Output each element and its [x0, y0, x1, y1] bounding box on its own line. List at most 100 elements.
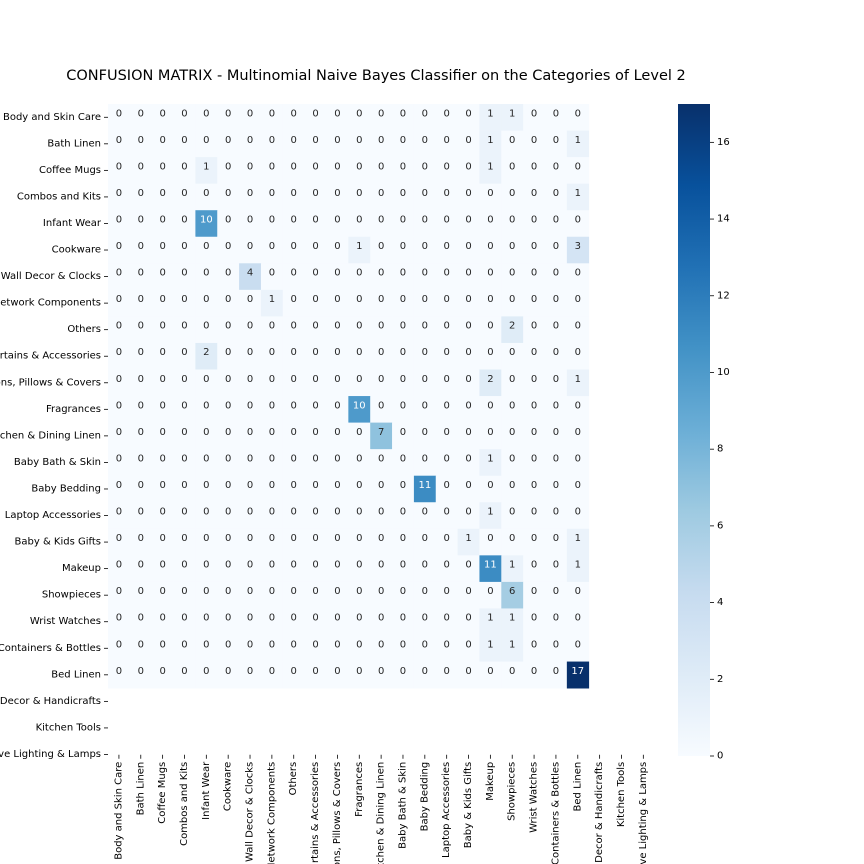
cell-value-label: 0: [553, 427, 559, 438]
heatmap-cell: [195, 183, 218, 211]
heatmap-cell: [348, 555, 371, 583]
heatmap-cell: [108, 635, 131, 662]
heatmap-cell: [457, 449, 480, 477]
heatmap-cell: [501, 661, 524, 689]
cell-value-label: 0: [378, 268, 384, 279]
heatmap-cell: [435, 449, 458, 477]
heatmap-cell: [348, 608, 371, 636]
heatmap-cell: [282, 369, 306, 397]
cell-value-label: 0: [356, 427, 362, 438]
heatmap-cell: [479, 342, 502, 370]
cell-value-label: 0: [422, 427, 428, 438]
cell-value-label: 0: [531, 666, 537, 677]
cell-value-label: 0: [422, 400, 428, 411]
heatmap-cell: [282, 502, 306, 530]
heatmap-cell: [304, 581, 327, 609]
cell-value-label: 0: [312, 507, 318, 518]
cell-value-label: 0: [247, 480, 253, 491]
heatmap-cell: [239, 528, 262, 556]
cell-value-label: 0: [225, 427, 231, 438]
heatmap-cell: [108, 104, 131, 131]
heatmap-cell: [304, 130, 327, 158]
cell-value-label: 0: [422, 135, 428, 146]
cell-value-label: 0: [116, 108, 122, 119]
heatmap-cell: [326, 608, 349, 636]
heatmap-cell: [239, 236, 262, 264]
cell-value-label: 0: [291, 560, 297, 571]
cell-value-label: 0: [138, 161, 144, 172]
heatmap-cell: [173, 369, 196, 397]
heatmap-cell: [304, 342, 327, 370]
heatmap-cell: [370, 263, 393, 291]
heatmap-cell: [501, 130, 524, 158]
cell-value-label: 0: [531, 161, 537, 172]
heatmap-cell: [348, 236, 371, 264]
cell-value-label: 0: [225, 241, 231, 252]
heatmap-cell: [326, 555, 349, 583]
cell-value-label: 0: [575, 108, 581, 119]
cell-value-label: 0: [159, 613, 165, 624]
heatmap-cell: [173, 210, 196, 238]
cell-value-label: 0: [553, 586, 559, 597]
cell-value-label: 0: [159, 400, 165, 411]
y-tick-label: Baby & Kids Gifts: [15, 537, 101, 548]
heatmap-cell: [129, 210, 153, 238]
heatmap-cell: [151, 210, 174, 238]
heatmap-cell: [501, 449, 524, 477]
heatmap-cell: [457, 316, 480, 344]
cell-value-label: 0: [422, 268, 428, 279]
cell-value-label: 0: [575, 214, 581, 225]
heatmap-cell: [217, 316, 240, 344]
heatmap-cell: [392, 502, 415, 530]
cell-value-label: 0: [553, 480, 559, 491]
cell-value-label: 0: [203, 294, 209, 305]
y-tick-label: Baby Bedding: [31, 483, 101, 494]
heatmap-cell: [260, 422, 284, 450]
y-tick-label: Infant Wear: [43, 218, 102, 229]
cell-value-label: 0: [378, 294, 384, 305]
heatmap-cell: [457, 263, 480, 291]
y-tick-label: Kitchen Tools: [36, 722, 101, 733]
heatmap-cell: [260, 369, 284, 397]
cell-value-label: 0: [291, 666, 297, 677]
heatmap-cell: [217, 157, 240, 185]
cell-value-label: 2: [203, 347, 209, 358]
heatmap-cell: [108, 396, 131, 423]
heatmap-cell: [457, 157, 480, 185]
cell-value-label: 0: [334, 400, 340, 411]
cell-value-label: 0: [312, 613, 318, 624]
cell-value-label: 0: [181, 321, 187, 332]
cell-value-label: 0: [443, 586, 449, 597]
cell-value-label: 0: [269, 135, 275, 146]
heatmap-cell: [479, 661, 502, 689]
cell-value-label: 7: [378, 427, 384, 438]
heatmap-cell: [479, 449, 502, 477]
y-tick-label: Bath Linen: [47, 138, 101, 149]
heatmap-cell: [260, 661, 284, 689]
heatmap-cell: [173, 608, 196, 636]
cell-value-label: 0: [575, 480, 581, 491]
heatmap-cell: [108, 608, 131, 636]
cell-value-label: 1: [509, 613, 515, 624]
heatmap-cell: [392, 475, 415, 503]
cell-value-label: 0: [487, 241, 493, 252]
cell-value-label: 0: [181, 586, 187, 597]
heatmap-cell: [239, 289, 262, 317]
cell-value-label: 0: [291, 294, 297, 305]
cell-value-label: 0: [138, 400, 144, 411]
heatmap-cell: [173, 475, 196, 503]
cell-value-label: 0: [356, 188, 362, 199]
heatmap-cell: [282, 635, 306, 662]
heatmap-cell: [435, 528, 458, 556]
cell-value-label: 2: [509, 321, 515, 332]
heatmap-cell: [304, 369, 327, 397]
heatmap-cell: [566, 104, 590, 131]
heatmap-cell: [282, 316, 306, 344]
heatmap-cell: [304, 449, 327, 477]
cell-value-label: 0: [312, 639, 318, 650]
cell-value-label: 0: [159, 533, 165, 544]
heatmap-cell: [108, 289, 131, 317]
cell-value-label: 0: [509, 374, 515, 385]
cell-value-label: 0: [400, 639, 406, 650]
y-tick-label: Kitchen & Dining Linen: [0, 430, 101, 441]
